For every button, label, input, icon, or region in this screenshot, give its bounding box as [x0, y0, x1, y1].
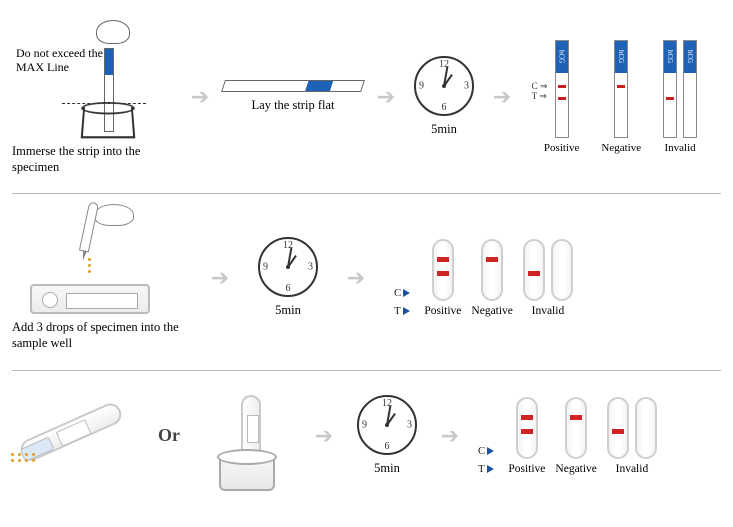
cassette-results: C T Positive Negative Invalid [374, 239, 721, 317]
midstream-dip-diagram [191, 381, 301, 491]
step-immerse: Do not exceed theMAX Line Immerse the st… [12, 18, 182, 175]
dropper-icon [79, 202, 99, 253]
lay-flat-icon [221, 80, 365, 92]
wait-label: 5min [431, 122, 457, 138]
result-negative: hCG Negative [601, 40, 641, 154]
or-label: Or [158, 425, 180, 446]
row-strip-test: Do not exceed theMAX Line Immerse the st… [12, 8, 721, 194]
result-invalid: hCG hCG Invalid [663, 40, 697, 154]
immerse-diagram: Do not exceed theMAX Line [22, 18, 172, 138]
specimen-cup-icon [81, 107, 136, 138]
arrow-icon: ➔ [488, 84, 516, 110]
step-lay-flat: Lay the strip flat [218, 80, 368, 114]
cassette-icon [30, 284, 150, 314]
arrow-icon: ➔ [186, 84, 214, 110]
result-invalid: Invalid [607, 397, 657, 475]
row-cassette-test: Add 3 drops of specimen into thesample w… [12, 194, 721, 370]
step-wait: 12 3 6 9 5min [238, 237, 338, 319]
arrow-icon: ➔ [436, 423, 464, 449]
row-midstream-test: Or ➔ 12 3 6 9 5min ➔ C T Positive [12, 371, 721, 509]
result-positive: C ⇒T ⇒ hCG Positive [544, 40, 579, 154]
midstream-diagram [17, 391, 147, 481]
result-positive: Positive [424, 239, 461, 317]
urine-spray-icon [11, 453, 36, 462]
max-line-note: Do not exceed theMAX Line [16, 46, 112, 75]
step-lay-flat-caption: Lay the strip flat [252, 98, 335, 114]
hand-icon [94, 204, 134, 226]
result-invalid: Invalid [523, 239, 573, 317]
step-wait: 12 3 6 9 5min [404, 56, 484, 138]
ct-markers: C ⇒T ⇒ [532, 81, 548, 101]
drops-icon [84, 258, 94, 273]
step-midstream-urinate [12, 391, 152, 481]
wait-label: 5min [275, 303, 301, 319]
result-negative: Negative [471, 239, 513, 317]
ct-markers: C T [394, 287, 410, 317]
clock-icon: 12 3 6 9 [414, 56, 474, 116]
add-drops-diagram [12, 204, 182, 314]
step-immerse-caption: Immerse the strip into the specimen [12, 144, 182, 175]
clock-icon: 12 3 6 9 [258, 237, 318, 297]
midstream-results: C T Positive Negative Invalid [468, 397, 721, 475]
step-wait: 12 3 6 9 5min [342, 395, 432, 477]
arrow-icon: ➔ [372, 84, 400, 110]
arrow-icon: ➔ [310, 423, 338, 449]
hand-icon [96, 20, 130, 44]
arrow-icon: ➔ [342, 265, 370, 291]
step-add-drops-caption: Add 3 drops of specimen into thesample w… [12, 320, 179, 351]
step-midstream-dip [186, 381, 306, 491]
step-add-drops: Add 3 drops of specimen into thesample w… [12, 204, 202, 351]
wait-label: 5min [374, 461, 400, 477]
result-positive: Positive [508, 397, 545, 475]
strip-results: C ⇒T ⇒ hCG Positive hCG Negative [520, 40, 721, 154]
arrow-icon: ➔ [206, 265, 234, 291]
specimen-cup-icon [219, 457, 275, 491]
ct-markers: C T [478, 445, 494, 475]
result-negative: Negative [555, 397, 597, 475]
clock-icon: 12 3 6 9 [357, 395, 417, 455]
